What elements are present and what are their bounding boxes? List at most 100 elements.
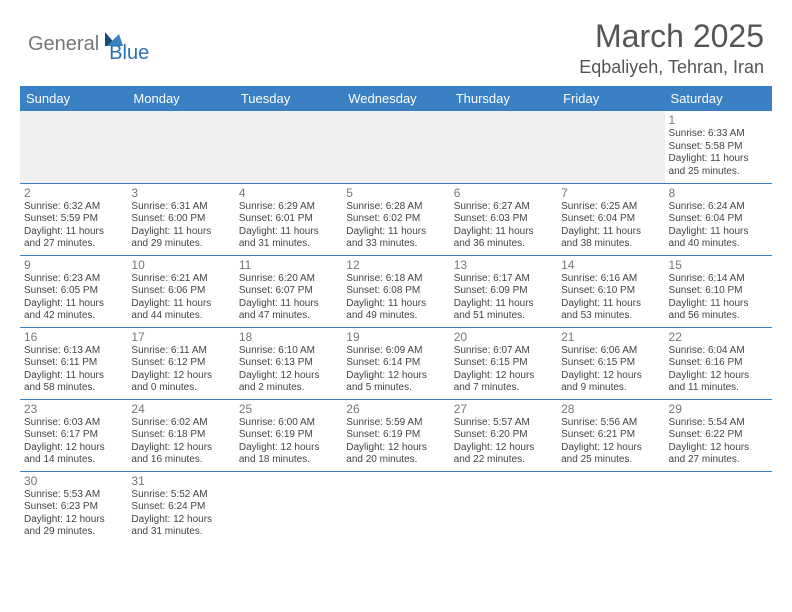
sunrise-line: Sunrise: 5:52 AM [131, 489, 230, 502]
day-number: 2 [24, 186, 123, 200]
daylight-line-2: and 44 minutes. [131, 310, 230, 323]
calendar-cell [342, 471, 449, 543]
sunrise-line: Sunrise: 6:09 AM [346, 345, 445, 358]
calendar-cell: 9Sunrise: 6:23 AMSunset: 6:05 PMDaylight… [20, 255, 127, 327]
daylight-line-2: and 20 minutes. [346, 454, 445, 467]
daylight-line-1: Daylight: 11 hours [669, 153, 768, 166]
calendar-cell [235, 111, 342, 183]
calendar-cell: 12Sunrise: 6:18 AMSunset: 6:08 PMDayligh… [342, 255, 449, 327]
daylight-line-2: and 27 minutes. [669, 454, 768, 467]
day-number: 19 [346, 330, 445, 344]
calendar-cell: 16Sunrise: 6:13 AMSunset: 6:11 PMDayligh… [20, 327, 127, 399]
calendar-cell: 13Sunrise: 6:17 AMSunset: 6:09 PMDayligh… [450, 255, 557, 327]
day-number: 14 [561, 258, 660, 272]
daylight-line-2: and 56 minutes. [669, 310, 768, 323]
sunrise-line: Sunrise: 6:06 AM [561, 345, 660, 358]
location: Eqbaliyeh, Tehran, Iran [579, 57, 764, 78]
sunrise-line: Sunrise: 5:59 AM [346, 417, 445, 430]
daylight-line-2: and 31 minutes. [131, 526, 230, 539]
day-number: 27 [454, 402, 553, 416]
calendar-table: SundayMondayTuesdayWednesdayThursdayFrid… [20, 86, 772, 543]
sunset-line: Sunset: 6:06 PM [131, 285, 230, 298]
weekday-header-row: SundayMondayTuesdayWednesdayThursdayFrid… [20, 86, 772, 111]
daylight-line-1: Daylight: 12 hours [131, 514, 230, 527]
calendar-cell: 23Sunrise: 6:03 AMSunset: 6:17 PMDayligh… [20, 399, 127, 471]
sunrise-line: Sunrise: 6:24 AM [669, 201, 768, 214]
day-number: 5 [346, 186, 445, 200]
daylight-line-1: Daylight: 11 hours [561, 226, 660, 239]
daylight-line-2: and 25 minutes. [669, 166, 768, 179]
day-number: 20 [454, 330, 553, 344]
title-block: March 2025 Eqbaliyeh, Tehran, Iran [579, 18, 764, 78]
day-number: 22 [669, 330, 768, 344]
daylight-line-1: Daylight: 12 hours [669, 442, 768, 455]
day-number: 17 [131, 330, 230, 344]
sunrise-line: Sunrise: 6:07 AM [454, 345, 553, 358]
daylight-line-2: and 33 minutes. [346, 238, 445, 251]
day-number: 12 [346, 258, 445, 272]
daylight-line-1: Daylight: 11 hours [561, 298, 660, 311]
calendar-cell: 15Sunrise: 6:14 AMSunset: 6:10 PMDayligh… [665, 255, 772, 327]
calendar-cell: 10Sunrise: 6:21 AMSunset: 6:06 PMDayligh… [127, 255, 234, 327]
daylight-line-2: and 14 minutes. [24, 454, 123, 467]
sunset-line: Sunset: 6:05 PM [24, 285, 123, 298]
day-number: 25 [239, 402, 338, 416]
daylight-line-1: Daylight: 11 hours [454, 226, 553, 239]
calendar-cell [20, 111, 127, 183]
daylight-line-1: Daylight: 12 hours [24, 442, 123, 455]
daylight-line-1: Daylight: 12 hours [131, 370, 230, 383]
calendar-row: 30Sunrise: 5:53 AMSunset: 6:23 PMDayligh… [20, 471, 772, 543]
calendar-cell: 11Sunrise: 6:20 AMSunset: 6:07 PMDayligh… [235, 255, 342, 327]
sunrise-line: Sunrise: 6:23 AM [24, 273, 123, 286]
daylight-line-2: and 40 minutes. [669, 238, 768, 251]
daylight-line-1: Daylight: 12 hours [454, 442, 553, 455]
sunrise-line: Sunrise: 5:53 AM [24, 489, 123, 502]
calendar-cell [127, 111, 234, 183]
calendar-cell: 19Sunrise: 6:09 AMSunset: 6:14 PMDayligh… [342, 327, 449, 399]
daylight-line-1: Daylight: 11 hours [239, 226, 338, 239]
daylight-line-1: Daylight: 11 hours [669, 226, 768, 239]
daylight-line-2: and 31 minutes. [239, 238, 338, 251]
daylight-line-1: Daylight: 11 hours [346, 226, 445, 239]
daylight-line-2: and 5 minutes. [346, 382, 445, 395]
daylight-line-2: and 47 minutes. [239, 310, 338, 323]
sunset-line: Sunset: 6:00 PM [131, 213, 230, 226]
calendar-row: 16Sunrise: 6:13 AMSunset: 6:11 PMDayligh… [20, 327, 772, 399]
daylight-line-2: and 0 minutes. [131, 382, 230, 395]
calendar-cell [665, 471, 772, 543]
daylight-line-2: and 25 minutes. [561, 454, 660, 467]
sunrise-line: Sunrise: 6:17 AM [454, 273, 553, 286]
calendar-row: 1Sunrise: 6:33 AMSunset: 5:58 PMDaylight… [20, 111, 772, 183]
sunset-line: Sunset: 6:13 PM [239, 357, 338, 370]
daylight-line-1: Daylight: 12 hours [561, 442, 660, 455]
sunset-line: Sunset: 6:11 PM [24, 357, 123, 370]
sunset-line: Sunset: 6:17 PM [24, 429, 123, 442]
daylight-line-1: Daylight: 11 hours [346, 298, 445, 311]
calendar-cell: 26Sunrise: 5:59 AMSunset: 6:19 PMDayligh… [342, 399, 449, 471]
sunset-line: Sunset: 6:15 PM [561, 357, 660, 370]
calendar-cell [235, 471, 342, 543]
sunset-line: Sunset: 6:21 PM [561, 429, 660, 442]
calendar-row: 2Sunrise: 6:32 AMSunset: 5:59 PMDaylight… [20, 183, 772, 255]
sunset-line: Sunset: 6:12 PM [131, 357, 230, 370]
day-number: 6 [454, 186, 553, 200]
daylight-line-1: Daylight: 11 hours [131, 226, 230, 239]
calendar-cell: 21Sunrise: 6:06 AMSunset: 6:15 PMDayligh… [557, 327, 664, 399]
sunrise-line: Sunrise: 6:20 AM [239, 273, 338, 286]
day-number: 7 [561, 186, 660, 200]
daylight-line-2: and 36 minutes. [454, 238, 553, 251]
daylight-line-1: Daylight: 12 hours [346, 370, 445, 383]
daylight-line-1: Daylight: 11 hours [454, 298, 553, 311]
sunrise-line: Sunrise: 6:29 AM [239, 201, 338, 214]
sunrise-line: Sunrise: 6:13 AM [24, 345, 123, 358]
daylight-line-1: Daylight: 12 hours [239, 442, 338, 455]
daylight-line-1: Daylight: 12 hours [346, 442, 445, 455]
sunrise-line: Sunrise: 6:03 AM [24, 417, 123, 430]
day-number: 21 [561, 330, 660, 344]
calendar-cell: 2Sunrise: 6:32 AMSunset: 5:59 PMDaylight… [20, 183, 127, 255]
sunset-line: Sunset: 6:19 PM [239, 429, 338, 442]
sunrise-line: Sunrise: 6:28 AM [346, 201, 445, 214]
calendar-cell: 6Sunrise: 6:27 AMSunset: 6:03 PMDaylight… [450, 183, 557, 255]
weekday-header: Monday [127, 86, 234, 111]
day-number: 26 [346, 402, 445, 416]
